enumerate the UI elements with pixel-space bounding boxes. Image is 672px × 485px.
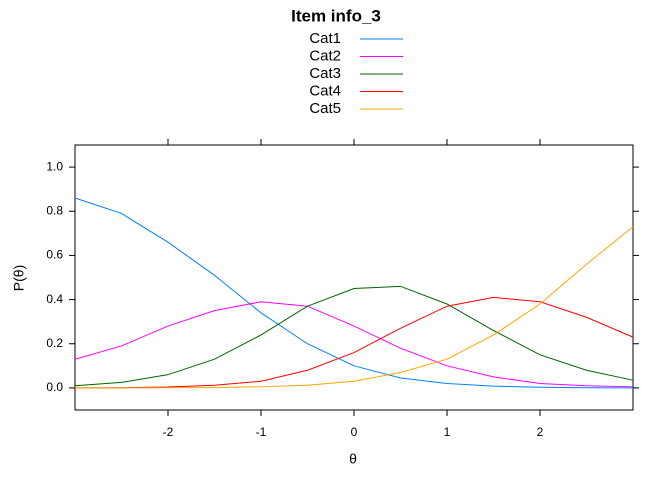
panel	[74, 144, 634, 411]
y-tick-label: 1.0	[46, 159, 63, 173]
legend-label: Cat4	[309, 82, 341, 99]
x-tick-label: -1	[256, 425, 267, 439]
series-line	[74, 296, 634, 389]
x-tick-label: 0	[351, 425, 358, 439]
y-tick-label: 0.4	[46, 292, 63, 306]
y-tick-label: 0.8	[46, 203, 63, 217]
series-line	[74, 301, 634, 388]
series-line	[74, 285, 634, 387]
x-tick-label: -2	[163, 425, 174, 439]
x-axis-label: θ	[349, 451, 357, 467]
y-tick-label: 0.0	[46, 380, 63, 394]
legend-label: Cat3	[309, 65, 341, 82]
legend-label: Cat5	[309, 100, 341, 117]
y-tick-label: 0.6	[46, 248, 63, 262]
x-tick-label: 1	[444, 425, 451, 439]
y-axis-label: P(θ)	[11, 265, 27, 291]
x-tick-label: 2	[537, 425, 544, 439]
chart-title: Item info_3	[291, 6, 381, 25]
y-tick-label: 0.2	[46, 336, 63, 350]
series-line	[74, 197, 634, 389]
series-line	[75, 226, 634, 389]
legend-label: Cat1	[309, 30, 341, 47]
legend-label: Cat2	[309, 47, 341, 64]
